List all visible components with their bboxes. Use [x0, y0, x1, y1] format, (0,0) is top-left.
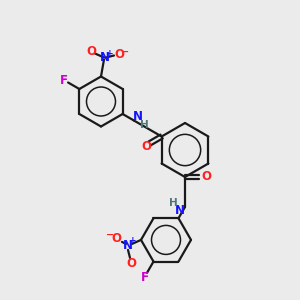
Text: H: H — [169, 198, 177, 208]
Text: O: O — [111, 232, 121, 245]
Text: N: N — [175, 203, 185, 217]
Text: +: + — [106, 49, 114, 58]
Text: N: N — [133, 110, 143, 123]
Text: N: N — [100, 51, 110, 64]
Text: −: − — [106, 230, 114, 240]
Text: N: N — [123, 239, 133, 252]
Text: O: O — [86, 45, 96, 58]
Text: −: − — [121, 46, 129, 56]
Text: O: O — [201, 170, 211, 184]
Text: F: F — [60, 74, 68, 86]
Text: O: O — [141, 140, 151, 154]
Text: H: H — [140, 119, 148, 130]
Text: O: O — [114, 48, 124, 61]
Text: O: O — [126, 257, 136, 270]
Text: F: F — [140, 271, 148, 284]
Text: +: + — [129, 236, 137, 245]
